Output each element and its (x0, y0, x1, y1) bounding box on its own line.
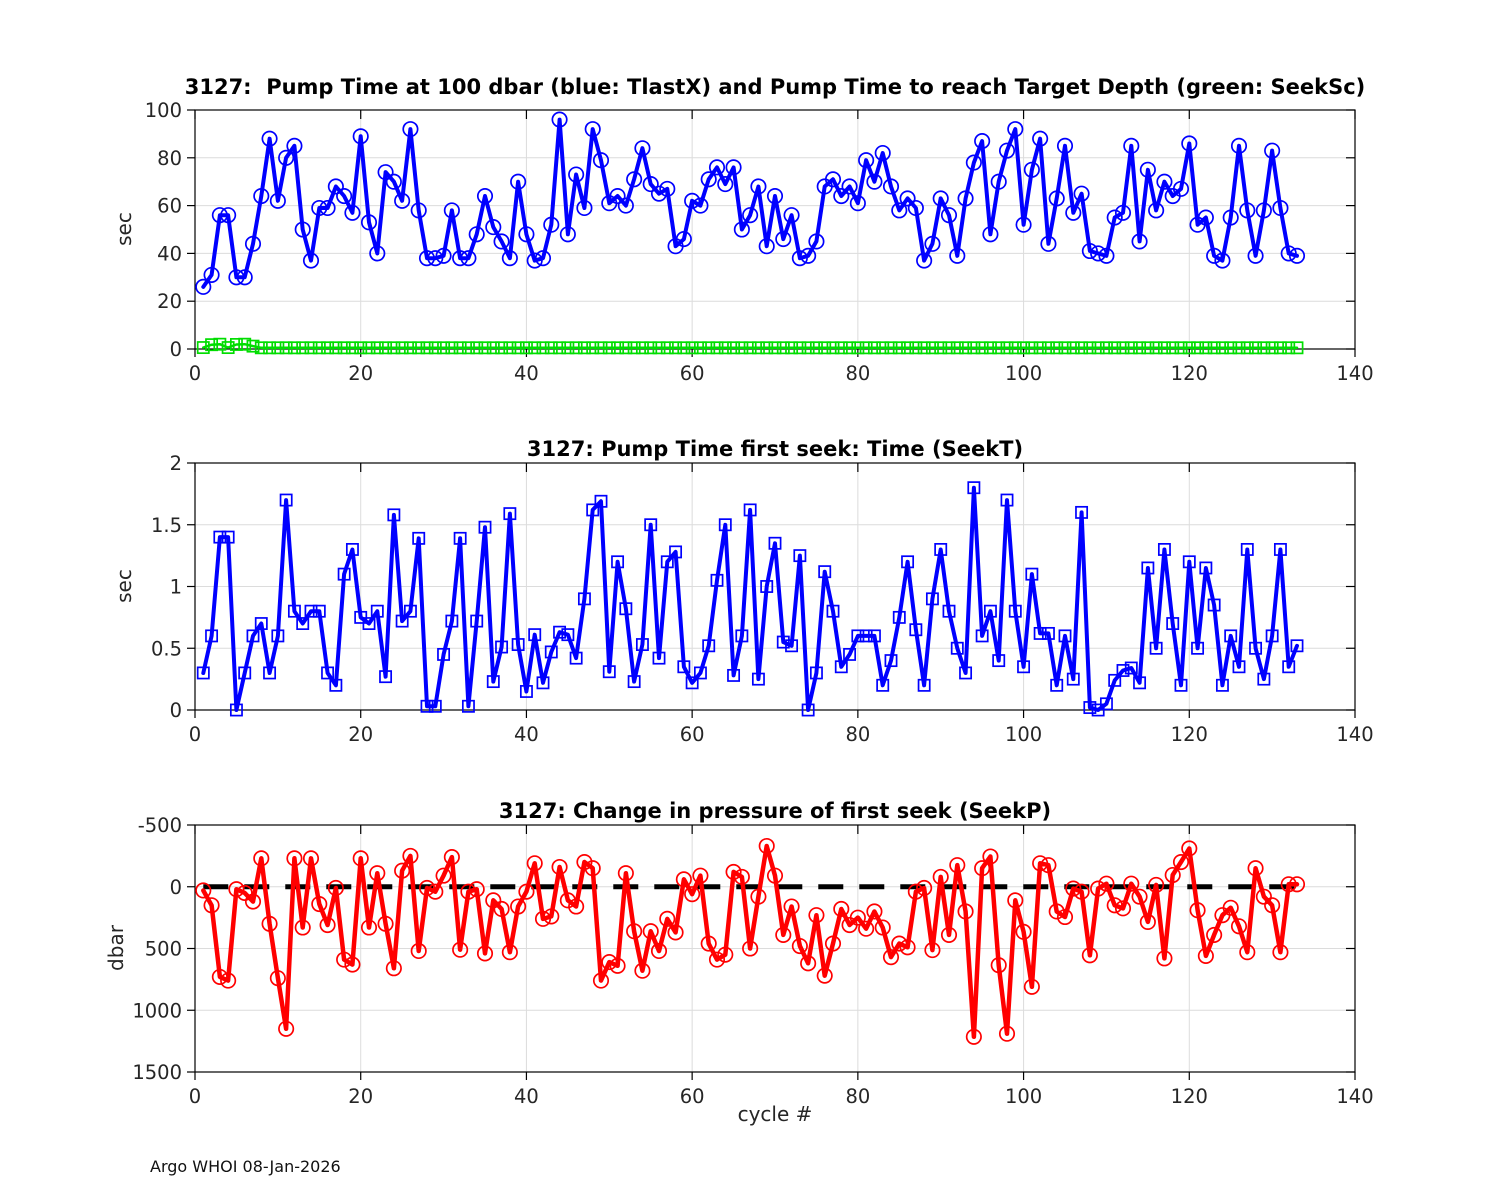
svg-text:0.5: 0.5 (151, 637, 182, 660)
svg-text:140: 140 (1336, 362, 1373, 385)
svg-text:500: 500 (145, 938, 182, 961)
svg-text:80: 80 (845, 723, 870, 746)
svg-text:20: 20 (157, 290, 182, 313)
tlastx-markers (195, 111, 1306, 295)
seekt-line (201, 485, 1299, 712)
seeksc-markers (196, 337, 1304, 355)
svg-text:80: 80 (845, 1085, 870, 1108)
xaxis-label: cycle # (737, 1102, 813, 1126)
plot1-ylabel: sec (112, 212, 136, 246)
svg-text:80: 80 (157, 147, 182, 170)
svg-text:0: 0 (170, 876, 182, 899)
svg-text:1.5: 1.5 (151, 514, 182, 537)
svg-text:120: 120 (1171, 362, 1208, 385)
svg-text:60: 60 (680, 1085, 705, 1108)
svg-text:80: 80 (845, 362, 870, 385)
plot3-ticks (187, 824, 1356, 1080)
svg-text:60: 60 (680, 723, 705, 746)
plot3-ylabel: dbar (104, 925, 128, 971)
svg-text:100: 100 (1005, 1085, 1042, 1108)
plot2-title: 3127: Pump Time first seek: Time (SeekT) (526, 437, 1024, 461)
svg-text:0: 0 (170, 338, 182, 361)
plot3-title: 3127: Change in pressure of first seek (… (498, 799, 1052, 823)
svg-text:1000: 1000 (132, 999, 182, 1022)
svg-text:60: 60 (680, 362, 705, 385)
svg-text:60: 60 (157, 195, 182, 218)
plot2-ticks (187, 462, 1356, 718)
seekt-markers (196, 481, 1304, 717)
plot2-tick-labels: 0 20 40 60 80 100 120 140 0 0.5 1 1.5 2 (151, 452, 1374, 746)
svg-text:0: 0 (189, 1085, 201, 1108)
seeksc-line (202, 342, 1299, 350)
svg-text:0: 0 (170, 699, 182, 722)
svg-text:100: 100 (145, 99, 182, 122)
plot2-ylabel: sec (112, 569, 136, 603)
plot1-tick-labels: 0 20 40 60 80 100 120 140 0 20 40 60 80 100 (145, 99, 1374, 385)
svg-text:140: 140 (1336, 723, 1373, 746)
plot1-title: 3127: Pump Time at 100 dbar (blue: Tlast… (184, 75, 1366, 99)
plot1: 0 20 40 60 80 100 120 140 0 20 40 60 80 100 (145, 99, 1374, 385)
svg-text:2: 2 (170, 452, 182, 475)
svg-text:100: 100 (1005, 362, 1042, 385)
svg-text:40: 40 (514, 1085, 539, 1108)
svg-text:1500: 1500 (132, 1061, 182, 1084)
svg-text:120: 120 (1171, 723, 1208, 746)
svg-text:0: 0 (189, 723, 201, 746)
svg-text:100: 100 (1005, 723, 1042, 746)
plot3: 0 20 40 60 80 100 120 140 -500 0 500 1000 1500 (132, 814, 1373, 1108)
svg-text:20: 20 (348, 723, 373, 746)
seekp-line (201, 843, 1300, 1040)
svg-text:20: 20 (348, 362, 373, 385)
svg-text:20: 20 (348, 1085, 373, 1108)
svg-text:0: 0 (189, 362, 201, 385)
svg-text:40: 40 (514, 723, 539, 746)
svg-text:40: 40 (514, 362, 539, 385)
plot2: 0 20 40 60 80 100 120 140 0 0.5 1 1.5 2 (151, 452, 1374, 746)
svg-text:120: 120 (1171, 1085, 1208, 1108)
svg-text:1: 1 (170, 576, 182, 599)
svg-text:140: 140 (1336, 1085, 1373, 1108)
svg-text:40: 40 (157, 242, 182, 265)
footer-text: Argo WHOI 08-Jan-2026 (150, 1157, 341, 1176)
plot3-tick-labels: 0 20 40 60 80 100 120 140 -500 0 500 1000 1500 (132, 814, 1373, 1108)
seekp-markers (195, 837, 1306, 1045)
tlastx-line (201, 117, 1299, 289)
svg-text:-500: -500 (138, 814, 182, 837)
